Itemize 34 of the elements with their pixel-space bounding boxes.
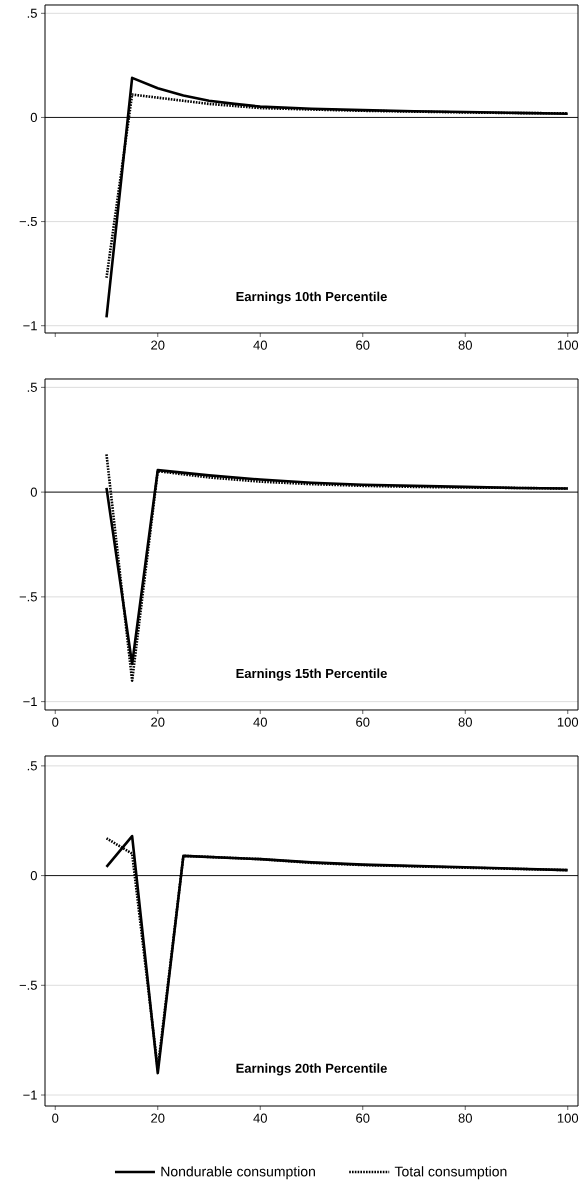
x-tick-label: 80 (458, 340, 472, 350)
y-tick-label: −.5 (19, 217, 37, 227)
text: Earnings 15th Percentile (236, 668, 387, 681)
x-tick-label: 60 (356, 717, 370, 727)
y-tick-label: 0 (30, 487, 37, 497)
y-tick-label: −.5 (19, 980, 37, 990)
y-tick-label: −1 (23, 697, 37, 707)
x-tick-label: 100 (557, 340, 579, 350)
y-tick-label: −.5 (19, 592, 37, 602)
y-tick-label: −1 (23, 1090, 37, 1100)
x-tick-label: 20 (151, 1113, 165, 1123)
legend-label: Nondurable consumption (161, 1166, 315, 1180)
legend-label: Total consumption (394, 1166, 507, 1180)
x-tick-label: 20 (151, 340, 165, 350)
y-tick-label: 0 (30, 112, 37, 123)
x-tick-label: 60 (356, 1113, 370, 1123)
y-tick-label: 0 (30, 870, 37, 881)
y-tick-label: .5 (27, 382, 37, 392)
x-tick-label: 0 (52, 1113, 59, 1123)
x-tick-label: 80 (458, 717, 472, 727)
y-tick-label: .5 (27, 8, 37, 18)
x-tick-label: 60 (356, 340, 370, 350)
y-tick-label: −1 (23, 321, 37, 331)
x-tick-label: 40 (253, 1113, 267, 1123)
x-tick-label: 40 (253, 340, 267, 350)
x-tick-label: 20 (151, 717, 165, 727)
text: Earnings 20th Percentile (236, 1063, 387, 1076)
x-tick-label: 100 (557, 1113, 579, 1123)
x-tick-label: 80 (458, 1113, 472, 1123)
x-tick-label: 40 (253, 717, 267, 727)
y-tick-label: .5 (27, 761, 37, 771)
text: Earnings 10th Percentile (236, 291, 387, 304)
x-tick-label: 100 (557, 717, 579, 727)
x-tick-label: 0 (52, 717, 59, 727)
